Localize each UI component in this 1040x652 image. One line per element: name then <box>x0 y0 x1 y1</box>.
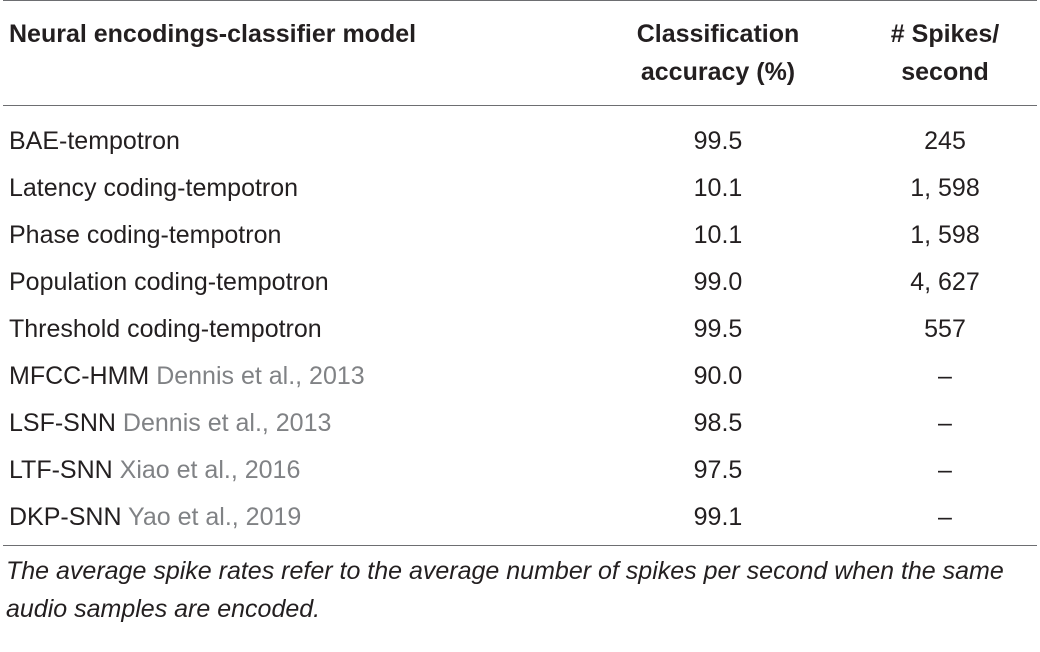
results-table-container: Neural encodings-classifier model Classi… <box>3 0 1037 623</box>
cell-spikes: 4, 627 <box>910 268 980 296</box>
model-citation: Yao et al., 2019 <box>128 503 302 531</box>
cell-model: Latency coding-tempotron <box>3 165 583 212</box>
model-name: DKP-SNN <box>9 503 122 531</box>
model-name: BAE-tempotron <box>9 127 180 155</box>
header-spikes: # Spikes/ second <box>853 1 1037 106</box>
cell-model: Phase coding-tempotron <box>3 212 583 259</box>
bottom-rule <box>3 545 1037 546</box>
model-name: MFCC-HMM <box>9 362 150 390</box>
table-row: MFCC-HMM Dennis et al., 2013 90.0 – <box>3 353 1037 400</box>
header-spikes-line2: second <box>901 58 989 86</box>
header-accuracy-line2: accuracy (%) <box>640 58 796 86</box>
cell-accuracy: 99.5 <box>693 127 743 155</box>
cell-accuracy: 10.1 <box>693 174 743 202</box>
cell-accuracy: 10.1 <box>693 221 743 249</box>
model-name: LTF-SNN <box>9 456 113 484</box>
cell-model: LTF-SNN Xiao et al., 2016 <box>3 447 583 494</box>
cell-model: MFCC-HMM Dennis et al., 2013 <box>3 353 583 400</box>
table-row: Latency coding-tempotron 10.1 1, 598 <box>3 165 1037 212</box>
top-rule <box>3 0 1037 1</box>
model-citation: Dennis et al., 2013 <box>156 362 365 390</box>
table-row: LTF-SNN Xiao et al., 2016 97.5 – <box>3 447 1037 494</box>
cell-accuracy: 99.1 <box>693 503 743 531</box>
cell-accuracy: 90.0 <box>693 362 743 390</box>
cell-spikes: – <box>938 503 952 531</box>
table-footnote: The average spike rates refer to the ave… <box>6 557 1004 623</box>
model-name: Latency coding-tempotron <box>9 174 299 202</box>
cell-accuracy: 97.5 <box>693 456 743 484</box>
cell-model: DKP-SNN Yao et al., 2019 <box>3 494 583 546</box>
cell-model: LSF-SNN Dennis et al., 2013 <box>3 400 583 447</box>
table-row: Phase coding-tempotron 10.1 1, 598 <box>3 212 1037 259</box>
results-table: Neural encodings-classifier model Classi… <box>3 0 1037 546</box>
model-citation: Dennis et al., 2013 <box>122 409 332 437</box>
cell-spikes: 557 <box>924 315 966 343</box>
cell-spikes: – <box>938 362 952 390</box>
table-body: BAE-tempotron 99.5 245 Latency coding-tempo… <box>3 106 1037 546</box>
table-row: Threshold coding-tempotron 99.5 557 <box>3 306 1037 353</box>
header-row: Neural encodings-classifier model Classi… <box>3 1 1037 106</box>
cell-model: BAE-tempotron <box>3 106 583 166</box>
cell-spikes: 1, 598 <box>910 221 980 249</box>
table-row: DKP-SNN Yao et al., 2019 99.1 – <box>3 494 1037 546</box>
cell-spikes: – <box>938 456 952 484</box>
header-accuracy: Classification accuracy (%) <box>583 1 853 106</box>
header-spikes-line1: # Spikes/ <box>890 20 1000 48</box>
cell-accuracy: 99.0 <box>693 268 743 296</box>
model-citation: Xiao et al., 2016 <box>119 456 301 484</box>
cell-model: Population coding-tempotron <box>3 259 583 306</box>
cell-accuracy: 99.5 <box>693 315 743 343</box>
table-row: LSF-SNN Dennis et al., 2013 98.5 – <box>3 400 1037 447</box>
model-name: Threshold coding-tempotron <box>9 315 322 343</box>
cell-accuracy: 98.5 <box>693 409 743 437</box>
cell-model: Threshold coding-tempotron <box>3 306 583 353</box>
table-header: Neural encodings-classifier model Classi… <box>3 0 1037 106</box>
header-model-label: Neural encodings-classifier model <box>9 20 417 48</box>
model-name: Population coding-tempotron <box>9 268 329 296</box>
table-row: Population coding-tempotron 99.0 4, 627 <box>3 259 1037 306</box>
header-accuracy-line1: Classification <box>636 20 800 48</box>
model-name: Phase coding-tempotron <box>9 221 282 249</box>
cell-spikes: 245 <box>924 127 966 155</box>
model-name: LSF-SNN <box>9 409 116 437</box>
cell-spikes: – <box>938 409 952 437</box>
header-model: Neural encodings-classifier model <box>3 1 583 106</box>
cell-spikes: 1, 598 <box>910 174 980 202</box>
table-row: BAE-tempotron 99.5 245 <box>3 106 1037 166</box>
